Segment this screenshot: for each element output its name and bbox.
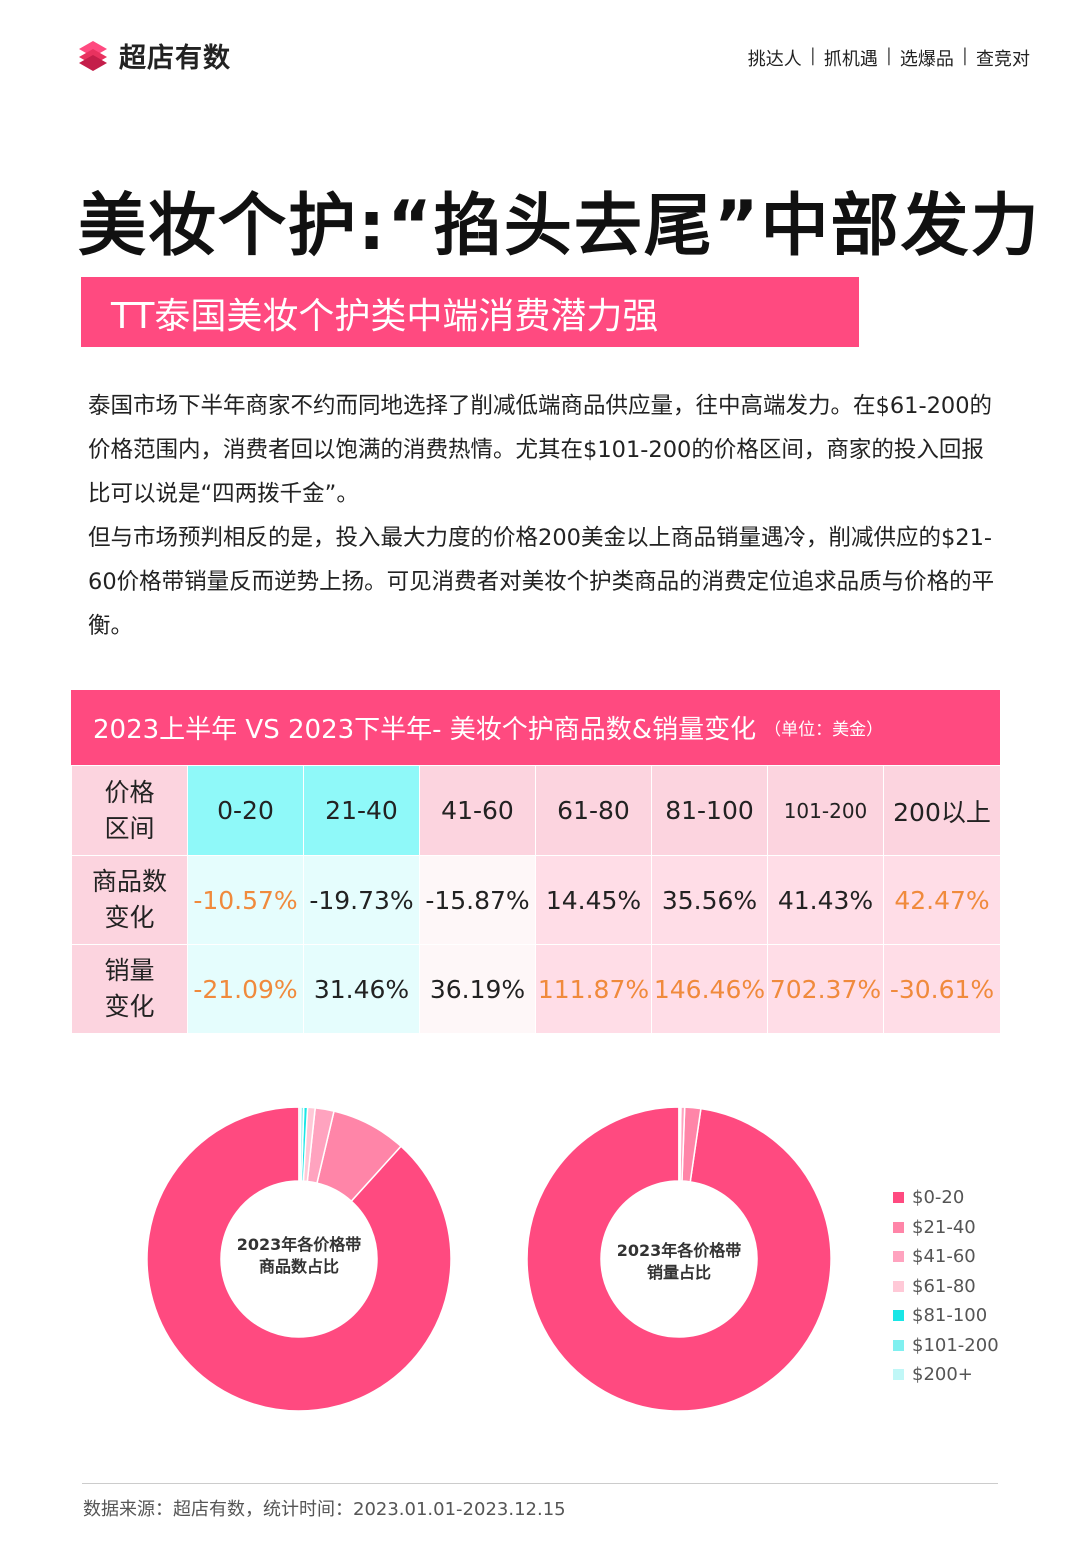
table-header: 2023上半年 VS 2023下半年- 美妆个护商品数&销量变化 （单位：美金） bbox=[71, 690, 1000, 765]
nav-item-daren[interactable]: 挑达人 bbox=[747, 49, 802, 70]
price-range-cell: 41-60 bbox=[419, 765, 536, 856]
brand-logo-icon bbox=[79, 40, 107, 71]
legend-swatch bbox=[893, 1221, 904, 1233]
table-cell: 146.46% bbox=[651, 944, 768, 1034]
legend-swatch bbox=[893, 1192, 904, 1204]
price-range-cell: 81-100 bbox=[651, 765, 768, 856]
nav-separator: | bbox=[809, 45, 816, 66]
legend-swatch bbox=[893, 1280, 904, 1292]
legend-item: $21-40 bbox=[893, 1213, 999, 1243]
paragraph-1: 泰国市场下半年商家不约而同地选择了削减低端商品供应量，往中高端发力。在$61-2… bbox=[88, 393, 993, 507]
legend-label: $61-80 bbox=[912, 1275, 976, 1297]
row-label: 销量变化 bbox=[104, 956, 155, 1021]
chart-legend: $0-20 $21-40 $41-60 $61-80 $81-100 $101-200 $2… bbox=[893, 1183, 999, 1390]
donut-center-label-2a: 2023年各价格带 bbox=[617, 1241, 742, 1260]
legend-swatch bbox=[893, 1310, 904, 1322]
table-cell: 41.43% bbox=[767, 855, 884, 945]
brand-logo[interactable]: 超店有数 bbox=[75, 36, 231, 75]
donut-charts: 2023年各价格带 商品数占比 2023年各价格带 销量占比 bbox=[146, 1106, 832, 1412]
table-grid: 价格区间 0-20 21-40 41-60 61-80 81-100 101-2… bbox=[71, 765, 1001, 1034]
header-label-cell: 价格区间 bbox=[71, 765, 188, 856]
legend-item: $101-200 bbox=[893, 1331, 999, 1361]
body-text: 泰国市场下半年商家不约而同地选择了削减低端商品供应量，往中高端发力。在$61-2… bbox=[88, 384, 998, 648]
subtitle-text: TT泰国美妆个护类中端消费潜力强 bbox=[111, 296, 659, 337]
table-cell: 35.56% bbox=[651, 855, 768, 945]
nav-item-jingdui[interactable]: 查竞对 bbox=[976, 49, 1030, 70]
table-cell: 42.47% bbox=[883, 855, 1001, 945]
nav-item-jiyu[interactable]: 抓机遇 bbox=[823, 49, 878, 70]
legend-swatch bbox=[893, 1369, 904, 1381]
subtitle-banner: TT泰国美妆个护类中端消费潜力强 bbox=[81, 277, 859, 347]
footer-source: 数据来源：超店有数，统计时间：2023.01.01-2023.12.15 bbox=[83, 1499, 566, 1520]
donut-center-label-1b: 商品数占比 bbox=[259, 1257, 339, 1276]
donut-center-label-1a: 2023年各价格带 bbox=[237, 1235, 362, 1254]
table-title: 2023上半年 VS 2023下半年- 美妆个护商品数&销量变化 bbox=[93, 715, 757, 745]
price-range-cell: 61-80 bbox=[535, 765, 652, 856]
legend-item: $200+ bbox=[893, 1360, 999, 1390]
table-row: 商品数变化 -10.57% -19.73% -15.87% 14.45% 35.… bbox=[71, 855, 1001, 945]
brand-name: 超店有数 bbox=[119, 43, 231, 74]
price-range-cell: 21-40 bbox=[303, 765, 420, 856]
donut-slice-200 bbox=[298, 1106, 302, 1182]
table-cell: 31.46% bbox=[303, 944, 420, 1034]
change-table: 2023上半年 VS 2023下半年- 美妆个护商品数&销量变化 （单位：美金）… bbox=[71, 690, 1001, 1034]
legend-label: $41-60 bbox=[912, 1246, 976, 1268]
table-cell: 702.37% bbox=[767, 944, 884, 1034]
table-cell: -21.09% bbox=[187, 944, 304, 1034]
page-title: 美妆个护:“掐头去尾”中部发力 bbox=[78, 187, 1041, 266]
legend-item: $81-100 bbox=[893, 1301, 999, 1331]
header-label: 价格区间 bbox=[104, 777, 155, 843]
donut-slice-0-20 bbox=[526, 1106, 832, 1412]
legend-label: $200+ bbox=[912, 1364, 973, 1386]
donut-chart-product-share bbox=[146, 1106, 452, 1412]
nav-separator: | bbox=[961, 45, 968, 66]
legend-item: $0-20 bbox=[893, 1183, 999, 1213]
nav-item-baopin[interactable]: 选爆品 bbox=[899, 49, 954, 70]
table-cell: 14.45% bbox=[535, 855, 652, 945]
paragraph-2: 但与市场预判相反的是，投入最大力度的价格200美金以上商品销量遇冷，削减供应的$… bbox=[88, 525, 995, 639]
table-cell: -15.87% bbox=[419, 855, 536, 945]
footer-divider bbox=[82, 1483, 998, 1484]
donut-slice-0-20 bbox=[146, 1106, 452, 1412]
price-range-cell: 0-20 bbox=[187, 765, 304, 856]
legend-label: $81-100 bbox=[912, 1305, 988, 1327]
legend-swatch bbox=[893, 1251, 904, 1263]
table-cell: -10.57% bbox=[187, 855, 304, 945]
legend-swatch bbox=[893, 1339, 904, 1351]
table-cell: -30.61% bbox=[883, 944, 1001, 1034]
table-unit: （单位：美金） bbox=[764, 720, 884, 740]
table-cell: 111.87% bbox=[535, 944, 652, 1034]
donut-chart-sales-share bbox=[526, 1106, 832, 1412]
row-label-cell: 销量变化 bbox=[71, 944, 188, 1034]
row-label: 商品数变化 bbox=[91, 867, 167, 932]
nav-separator: | bbox=[885, 45, 892, 66]
legend-label: $21-40 bbox=[912, 1216, 976, 1238]
legend-item: $41-60 bbox=[893, 1242, 999, 1272]
price-range-cell: 101-200 bbox=[767, 765, 884, 856]
price-range-cell: 200以上 bbox=[883, 765, 1001, 856]
row-label-cell: 商品数变化 bbox=[71, 855, 188, 945]
legend-item: $61-80 bbox=[893, 1272, 999, 1302]
table-cell: -19.73% bbox=[303, 855, 420, 945]
legend-label: $0-20 bbox=[912, 1187, 965, 1209]
table-cell: 36.19% bbox=[419, 944, 536, 1034]
table-row: 销量变化 -21.09% 31.46% 36.19% 111.87% 146.4… bbox=[71, 944, 1001, 1034]
legend-label: $101-200 bbox=[912, 1334, 999, 1356]
donut-center-label-2b: 销量占比 bbox=[647, 1263, 711, 1282]
top-nav: 挑达人 | 抓机遇 | 选爆品 | 查竞对 bbox=[748, 45, 1030, 71]
table-row-header: 价格区间 0-20 21-40 41-60 61-80 81-100 101-2… bbox=[71, 765, 1001, 856]
